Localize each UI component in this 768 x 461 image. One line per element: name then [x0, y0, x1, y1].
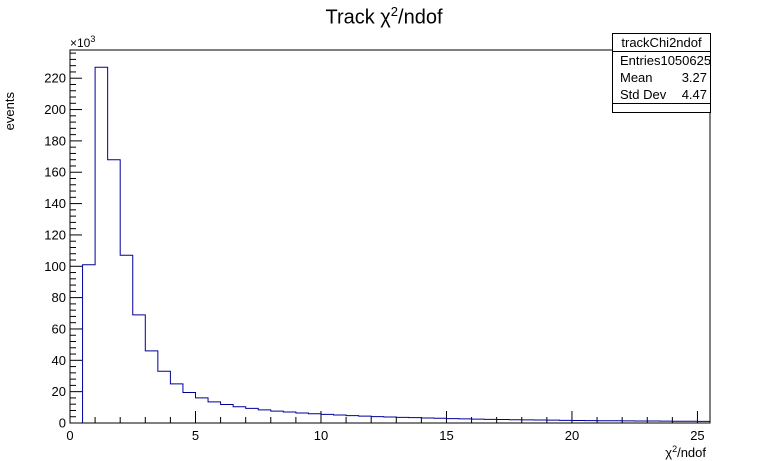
y-tick-label: 120 [44, 227, 66, 242]
stats-value: 4.47 [681, 87, 707, 102]
stats-label: Std Dev [620, 87, 667, 102]
stats-row-mean: Mean 3.27 [613, 69, 710, 86]
x-tick-label: 5 [192, 428, 199, 443]
y-tick-label: 200 [44, 102, 66, 117]
y-tick-label: 80 [52, 290, 66, 305]
y-tick-label: 100 [44, 259, 66, 274]
y-tick-label: 180 [44, 133, 66, 148]
x-tick-label: 15 [439, 428, 453, 443]
y-tick-label: 20 [52, 384, 66, 399]
y-tick-label: 160 [44, 165, 66, 180]
y-tick-label: 220 [44, 71, 66, 86]
plot-frame [69, 49, 711, 424]
y-axis-label: events [2, 92, 17, 131]
stats-label: Mean [620, 70, 653, 85]
stats-value: 3.27 [681, 70, 707, 85]
axis-ticks [69, 52, 698, 424]
x-tick-label: 25 [690, 428, 704, 443]
stats-value: 1050625 [660, 53, 712, 68]
y-tick-label: 60 [52, 321, 66, 336]
stats-row-entries: Entries 1050625 [613, 52, 712, 69]
y-multiplier-label: ×103 [70, 34, 95, 50]
histogram-series [70, 66, 711, 424]
x-axis-label: χ2/ndof [665, 444, 706, 460]
stats-box: trackChi2ndof Entries 1050625 Mean 3.27 … [612, 33, 711, 113]
y-tick-label: 40 [52, 353, 66, 368]
y-tick-label: 0 [59, 416, 66, 431]
x-tick-labels: 0 5 10 15 20 25 [66, 428, 704, 443]
x-tick-label: 20 [565, 428, 579, 443]
stats-row-stddev: Std Dev 4.47 [613, 86, 710, 104]
chart-title: Track χ2/ndof [325, 4, 443, 29]
y-tick-labels: 0 20 40 60 80 100 120 140 160 180 200 220 [44, 71, 66, 431]
stats-label: Entries [620, 53, 661, 68]
x-tick-label: 10 [314, 428, 328, 443]
stats-box-title: trackChi2ndof [613, 34, 710, 52]
y-tick-label: 140 [44, 196, 66, 211]
x-tick-label: 0 [66, 428, 73, 443]
